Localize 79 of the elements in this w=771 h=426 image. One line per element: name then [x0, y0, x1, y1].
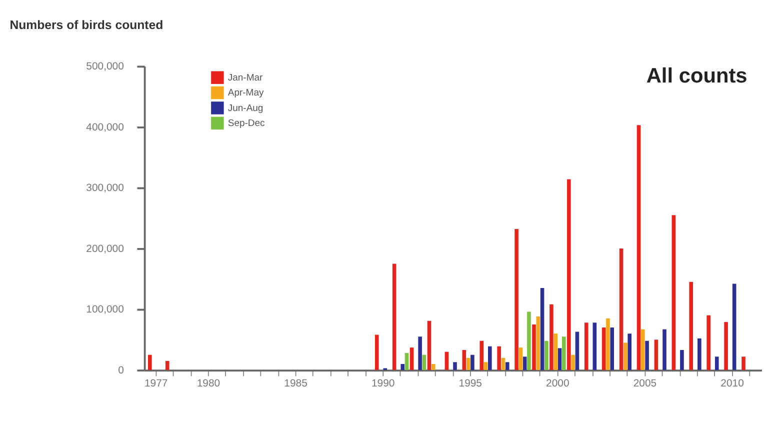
y-tick-label: 100,000	[86, 304, 124, 316]
bar	[540, 288, 544, 370]
annotation: All counts	[646, 64, 748, 88]
y-tick-label: 300,000	[86, 183, 124, 194]
bar	[522, 356, 527, 370]
bar	[628, 334, 632, 370]
bar	[536, 316, 540, 370]
bar	[619, 248, 624, 370]
bar	[431, 364, 436, 370]
bar	[427, 320, 432, 370]
bar	[606, 318, 610, 370]
bar	[571, 354, 575, 370]
bar	[404, 353, 409, 370]
bar	[698, 338, 702, 370]
bar	[645, 340, 649, 370]
x-tick-label: 1977	[144, 378, 168, 390]
x-tick-label: 1990	[371, 378, 395, 390]
bar	[554, 334, 558, 370]
x-tick-label: 2005	[633, 378, 657, 390]
bar	[392, 264, 396, 370]
bar	[562, 336, 566, 370]
bar	[505, 362, 510, 370]
bar	[410, 348, 414, 370]
bar	[514, 229, 518, 370]
bar	[742, 356, 746, 370]
bar	[480, 340, 484, 370]
bar	[624, 342, 628, 370]
chart-title: Numbers of birds counted	[10, 18, 164, 32]
bar	[374, 334, 379, 370]
bar	[584, 322, 588, 370]
bar	[462, 350, 466, 370]
bar	[466, 358, 470, 370]
bar	[640, 329, 645, 370]
bar	[602, 328, 606, 370]
bar	[484, 362, 488, 370]
bar	[672, 215, 676, 370]
bar	[575, 332, 580, 370]
legend-label: Apr-May	[228, 88, 264, 99]
bar	[165, 360, 170, 370]
x-tick-label: 2000	[546, 378, 570, 390]
y-tick-label: 200,000	[86, 244, 124, 255]
bar	[497, 346, 501, 370]
y-tick-label: 400,000	[86, 122, 124, 134]
legend-label: Sep-Dec	[228, 118, 266, 130]
x-tick-label: 2010	[720, 378, 744, 390]
bar	[422, 354, 426, 370]
x-tick-label: 1995	[458, 378, 482, 390]
bar	[680, 350, 684, 370]
bar	[610, 328, 614, 370]
legend-label: Jan-Mar	[228, 72, 263, 84]
bar	[488, 346, 492, 370]
bar	[550, 304, 554, 370]
bar	[662, 329, 666, 370]
bar	[592, 322, 597, 370]
y-tick-label: 0	[118, 365, 124, 376]
bar	[544, 340, 548, 370]
x-tick-label: 1980	[196, 378, 220, 390]
bar	[689, 282, 694, 370]
bar	[444, 352, 449, 370]
bar	[532, 324, 536, 370]
bar	[567, 179, 571, 370]
bar	[527, 312, 531, 370]
bar	[148, 354, 152, 370]
bar	[518, 348, 523, 370]
bar	[400, 364, 405, 370]
y-tick-label: 500,000	[86, 62, 124, 73]
bar	[732, 284, 736, 370]
bar	[501, 358, 506, 370]
bar	[636, 125, 641, 370]
bar	[453, 362, 457, 370]
bar	[714, 356, 719, 370]
bar	[470, 354, 474, 370]
bar	[724, 322, 728, 370]
bar	[654, 340, 658, 370]
bar	[706, 315, 710, 370]
legend-label: Jun-Aug	[228, 102, 264, 114]
bar	[418, 336, 422, 370]
bar	[558, 348, 562, 370]
x-tick-label: 1985	[284, 378, 308, 390]
